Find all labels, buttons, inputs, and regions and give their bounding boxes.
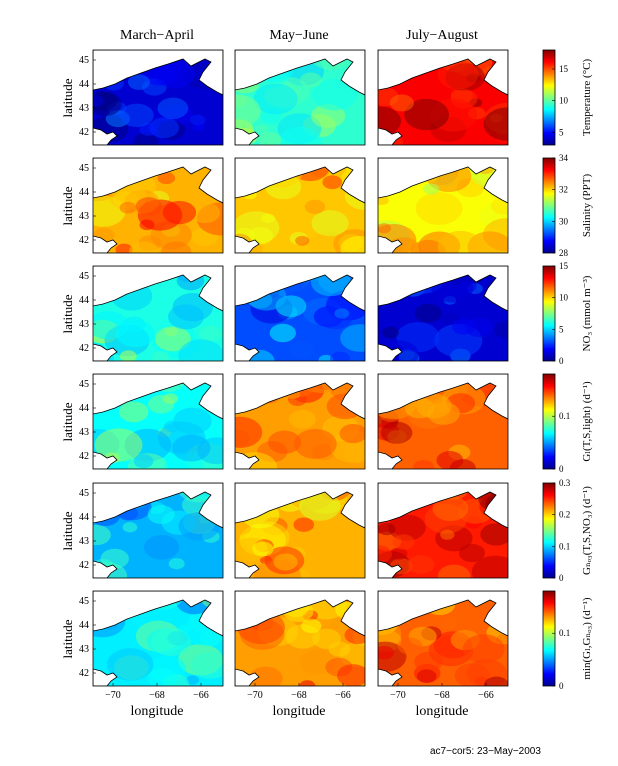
- colorbar-tick: 0: [559, 681, 564, 691]
- lat-tick: 42: [79, 235, 89, 246]
- map-panel-r4-c3: [377, 373, 509, 470]
- map-panel-r1-c1: 45 44 43 42: [79, 49, 224, 146]
- lon-tick: −70: [105, 690, 121, 701]
- colorbar-tick: 5: [559, 127, 564, 137]
- map-panel-r2-c3: [377, 157, 509, 254]
- lon-tick: −68: [434, 690, 450, 701]
- column-title-2: May−June: [269, 28, 329, 43]
- colorbar-label: min(Gₗ,Gₙₒ₃) (d⁻¹): [581, 597, 593, 680]
- map-panel-r4-c1: 45 44 43 42: [79, 373, 224, 470]
- map-panel-r1-c3: [377, 49, 509, 146]
- lat-tick: 42: [79, 127, 89, 138]
- colorbar-row-5: 0.3 0.2 0.1 0 Gₙₒ₃(T,S,NO₃) (d⁻¹): [542, 478, 593, 583]
- column-title-3: July−August: [406, 28, 478, 43]
- lon-tick: −66: [335, 690, 351, 701]
- xlabel-1: longitude: [130, 704, 184, 719]
- colorbar-tick: 5: [559, 324, 564, 334]
- colorbar-tick: 34: [559, 153, 569, 163]
- lat-tick: 45: [79, 271, 89, 282]
- lat-tick: 44: [79, 79, 89, 90]
- colorbar-label: NO₃ (mmol m⁻³): [581, 275, 593, 351]
- colorbar-row-3: 15 10 5 0 NO₃ (mmol m⁻³): [542, 261, 593, 366]
- colorbar-tick: 0: [559, 356, 564, 366]
- colorbar-label: Salinity (PPT): [581, 174, 593, 238]
- colorbar-row-6: 0.1 0 min(Gₗ,Gₙₒ₃) (d⁻¹): [542, 590, 593, 691]
- lat-tick: 43: [79, 536, 89, 547]
- map-panel-r4-c2: [234, 373, 366, 470]
- colorbar-tick: 10: [559, 96, 569, 106]
- lat-tick: 45: [79, 163, 89, 174]
- colorbar-tick: 0: [559, 464, 564, 474]
- colorbar-tick: 28: [559, 248, 569, 258]
- colorbar-label: Temperature (°C): [581, 59, 593, 137]
- colorbar-tick: 0.1: [559, 628, 570, 638]
- colorbar-tick: 0.1: [559, 541, 570, 551]
- lat-tick: 42: [79, 451, 89, 462]
- colorbar-label: Gₙₒ₃(T,S,NO₃) (d⁻¹): [581, 486, 593, 575]
- lat-tick: 45: [79, 55, 89, 66]
- colorbar-tick: 30: [559, 216, 569, 226]
- lon-tick: −68: [291, 690, 307, 701]
- footer-stamp: ac7−cor5: 23−May−2003: [430, 746, 541, 757]
- map-panel-r3-c2: [234, 265, 366, 362]
- map-panel-r3-c3: [377, 265, 509, 362]
- lat-tick: 45: [79, 488, 89, 499]
- lat-tick: 42: [79, 560, 89, 571]
- lat-tick: 43: [79, 644, 89, 655]
- lat-tick: 43: [79, 427, 89, 438]
- column-title-1: March−April: [120, 28, 194, 43]
- lon-tick: −70: [390, 690, 406, 701]
- map-panel-r2-c1: 45 44 43 42: [79, 157, 224, 254]
- map-panel-r5-c2: [234, 482, 366, 579]
- lat-tick: 44: [79, 620, 89, 631]
- lat-tick: 44: [79, 295, 89, 306]
- map-panel-r2-c2: [234, 157, 366, 254]
- colorbar-tick: 10: [559, 293, 569, 303]
- map-panel-r5-c3: [377, 482, 509, 579]
- lat-tick: 45: [79, 379, 89, 390]
- colorbar-label: Gₗ(T,S,light) (d⁻¹): [581, 381, 593, 462]
- lat-tick: 44: [79, 403, 89, 414]
- colorbar-row-4: 0.1 0 Gₗ(T,S,light) (d⁻¹): [542, 373, 593, 474]
- colorbar-tick: 32: [559, 185, 568, 195]
- lat-tick: 43: [79, 211, 89, 222]
- lat-tick: 45: [79, 596, 89, 607]
- lon-tick: −66: [478, 690, 494, 701]
- colorbar-tick: 0.1: [559, 411, 570, 421]
- colorbar-tick: 0.2: [559, 510, 570, 520]
- lon-tick: −66: [193, 690, 209, 701]
- lat-tick: 42: [79, 668, 89, 679]
- lat-tick: 44: [79, 187, 89, 198]
- xlabel-3: longitude: [415, 704, 469, 719]
- colorbar-row-1: 15 10 5 Temperature (°C): [542, 49, 593, 146]
- map-panel-r5-c1: 45 44 43 42: [79, 482, 224, 579]
- map-panel-r6-c3: −70 −68 −66: [377, 590, 509, 701]
- colorbar-tick: 0: [559, 573, 564, 583]
- map-panel-r6-c2: −70 −68 −66: [234, 590, 366, 701]
- lon-tick: −68: [149, 690, 165, 701]
- map-panel-r6-c1: 45 44 43 42 −70 −68 −66: [79, 590, 224, 701]
- lat-tick: 42: [79, 343, 89, 354]
- map-panel-r3-c1: 45 44 43 42: [79, 265, 224, 362]
- colorbar-tick: 15: [559, 64, 569, 74]
- colorbar-tick: 0.3: [559, 478, 571, 488]
- lon-tick: −70: [247, 690, 263, 701]
- lat-tick: 43: [79, 103, 89, 114]
- colorbar-tick: 15: [559, 261, 569, 271]
- lat-tick: 43: [79, 319, 89, 330]
- colorbar-row-2: 34 32 30 28 Salinity (PPT): [542, 153, 593, 258]
- map-panel-r1-c2: [234, 49, 366, 146]
- xlabel-2: longitude: [272, 704, 326, 719]
- lat-tick: 44: [79, 512, 89, 523]
